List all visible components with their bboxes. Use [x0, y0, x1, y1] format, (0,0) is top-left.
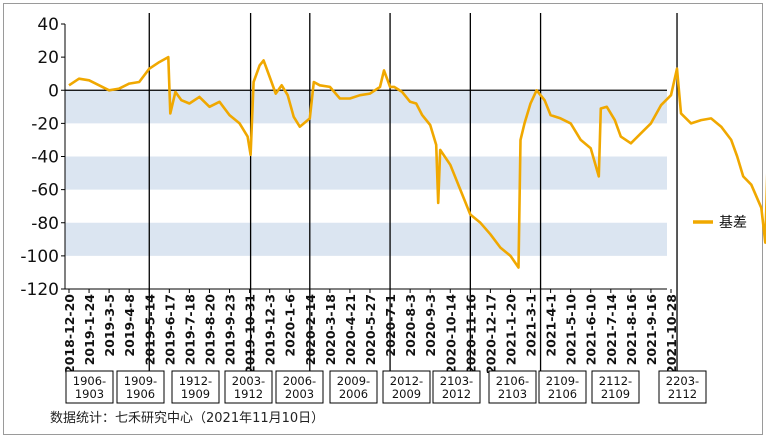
grid-band — [65, 156, 667, 190]
x-tick-label: 2018-12-20 — [62, 294, 77, 374]
period-label-box — [658, 370, 707, 404]
x-tick-label: 2020-1-6 — [283, 294, 298, 357]
period-label-text: 1912- — [179, 374, 212, 388]
period-label-text: 2009- — [337, 374, 370, 388]
x-tick-label: 2021-10-28 — [664, 294, 679, 374]
period-label-text: 1909 — [181, 387, 210, 401]
period-label-text: 2003 — [285, 387, 314, 401]
x-tick-label: 2021-6-10 — [584, 294, 599, 366]
period-label-box — [591, 370, 640, 404]
period-label-text: 2112- — [599, 374, 632, 388]
x-tick-label: 2021-7-14 — [604, 294, 619, 366]
period-label-box — [432, 370, 481, 404]
period-label-text: 2109 — [601, 387, 630, 401]
x-tick-label: 2020-11-16 — [463, 294, 478, 374]
x-tick-label: 2019-7-18 — [182, 294, 197, 365]
period-label-text: 2103- — [440, 374, 473, 388]
y-tick-label: -60 — [31, 181, 59, 201]
period-label-text: 2006- — [283, 374, 316, 388]
period-label-text: 2203- — [666, 374, 699, 388]
period-label-text: 2106- — [496, 374, 529, 388]
period-label-text: 2109- — [546, 374, 579, 388]
y-tick-label: 0 — [48, 81, 59, 101]
x-tick-label: 2020-2-14 — [303, 294, 318, 366]
y-tick-label: -120 — [20, 280, 59, 300]
x-tick-label: 2021-5-10 — [564, 294, 579, 366]
grid-band — [65, 222, 667, 256]
x-tick-label: 2019-12-3 — [263, 294, 278, 365]
legend-label: 基差 — [719, 214, 747, 231]
y-tick-label: -40 — [31, 148, 59, 168]
x-tick-label: 2019-6-17 — [162, 294, 177, 365]
period-label-text: 2112 — [668, 387, 697, 401]
x-tick-label: 2020-4-21 — [343, 294, 358, 365]
period-label-text: 1903 — [75, 387, 104, 401]
x-tick-label: 2019-9-23 — [223, 294, 238, 365]
period-label-text: 2103 — [498, 387, 527, 401]
period-label-box — [224, 370, 273, 404]
x-tick-label: 2019-4-8 — [122, 294, 137, 357]
period-label-text: 1909- — [124, 374, 157, 388]
x-tick-label: 2019-10-31 — [243, 294, 258, 374]
source-note: 数据统计：七禾研究中心（2021年11月10日） — [50, 411, 324, 426]
period-label-text: 2012- — [390, 374, 423, 388]
y-tick-label: -20 — [31, 114, 59, 134]
period-label-text: 2003- — [232, 374, 265, 388]
outer-border — [3, 3, 763, 435]
y-tick-label: 20 — [37, 48, 59, 68]
period-label-box — [488, 370, 537, 404]
period-label-box — [116, 370, 165, 404]
x-tick-label: 2021-3-1 — [524, 294, 539, 357]
y-tick-label: 40 — [37, 15, 59, 35]
x-tick-label: 2020-7-1 — [383, 294, 398, 357]
x-tick-label: 2020-10-14 — [443, 294, 458, 374]
x-tick-label: 2019-1-24 — [82, 294, 97, 366]
period-label-text: 2009 — [392, 387, 421, 401]
y-tick-label: -80 — [31, 214, 59, 234]
period-label-box — [382, 370, 431, 404]
x-tick-label: 2021-9-16 — [644, 294, 659, 366]
x-tick-label: 2020-12-17 — [483, 294, 498, 374]
period-label-box — [171, 370, 220, 404]
x-tick-label: 2019-3-5 — [102, 294, 117, 357]
period-label-box — [538, 370, 587, 404]
period-label-box — [329, 370, 378, 404]
x-tick-label: 2021-1-20 — [503, 294, 518, 366]
period-label-text: 1906 — [126, 387, 155, 401]
period-label-box — [65, 370, 114, 404]
x-tick-label: 2020-9-3 — [423, 294, 438, 357]
period-label-text: 2106 — [548, 387, 577, 401]
x-tick-label: 2021-4-1 — [544, 294, 559, 357]
period-label-text: 1912 — [234, 387, 263, 401]
x-tick-label: 2020-3-18 — [323, 294, 338, 365]
x-tick-label: 2020-5-27 — [363, 294, 378, 365]
period-label-text: 2012 — [442, 387, 471, 401]
period-label-text: 1906- — [73, 374, 106, 388]
x-tick-label: 2019-8-20 — [202, 294, 217, 366]
x-tick-label: 2021-8-16 — [624, 294, 639, 366]
y-tick-label: -100 — [20, 247, 59, 267]
x-tick-label: 2020-8-3 — [403, 294, 418, 357]
x-tick-label: 2019-5-14 — [142, 294, 157, 366]
grid-band — [65, 90, 667, 124]
period-label-text: 2006 — [339, 387, 368, 401]
series-line-basis — [68, 55, 766, 269]
period-label-box — [275, 370, 324, 404]
